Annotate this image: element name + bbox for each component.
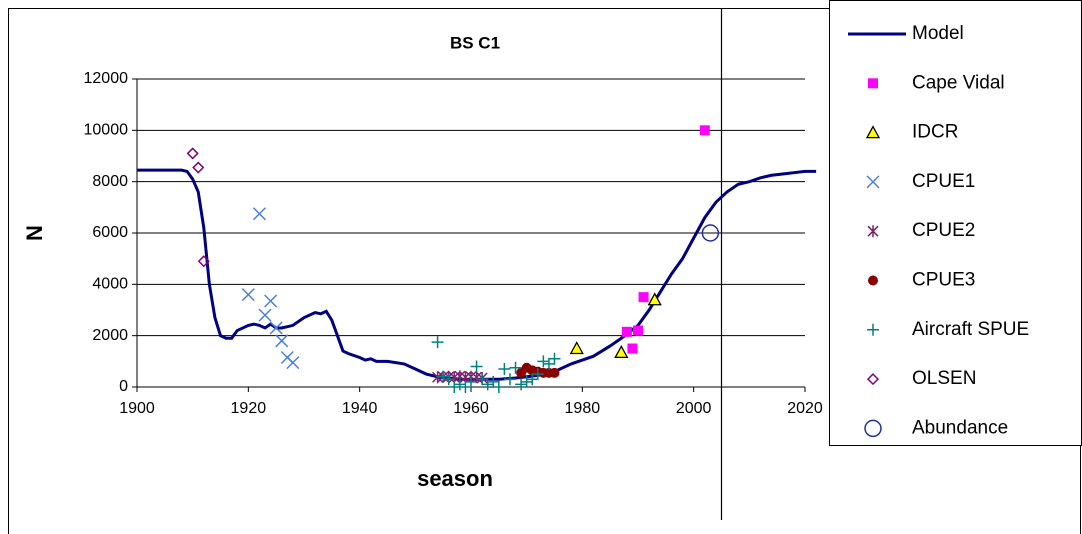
marker-triangle (647, 292, 662, 306)
y-tick-label: 6000 (92, 224, 128, 241)
marker-square (621, 326, 632, 337)
marker-plus (526, 373, 539, 386)
marker-plus (442, 373, 455, 386)
y-tick-label: 12000 (84, 70, 129, 87)
marker-plus (431, 336, 444, 349)
marker-plus (470, 360, 483, 373)
marker-plus (459, 381, 472, 393)
y-tick-label: 10000 (84, 122, 129, 139)
marker-dot (868, 275, 878, 286)
x-tick-label: 1960 (453, 400, 489, 417)
legend-label: CPUE1 (912, 171, 975, 192)
x-tick-label: 1900 (119, 400, 155, 417)
marker-square (638, 292, 649, 303)
legend-label: Model (912, 23, 964, 44)
marker-plus (487, 375, 500, 388)
legend-label: Cape Vidal (912, 72, 1005, 93)
y-tick-label: 8000 (92, 173, 128, 190)
marker-plus (548, 352, 561, 365)
chart-title: BS C1 (450, 33, 500, 52)
marker-square (868, 78, 878, 89)
marker-star (867, 225, 879, 238)
marker-diamond (197, 255, 210, 268)
marker-diamond (186, 147, 199, 160)
marker-triangle (614, 344, 629, 358)
x-tick-label: 1980 (565, 400, 601, 417)
marker-plus (492, 381, 505, 393)
marker-plus (542, 357, 555, 370)
marker-circle (864, 419, 882, 438)
marker-plus (498, 363, 511, 376)
marker-plus (867, 323, 879, 336)
marker-diamond (192, 161, 205, 174)
x-tick-label: 2000 (676, 400, 712, 417)
model-line (137, 168, 817, 381)
marker-square (633, 325, 643, 336)
marker-plus (448, 381, 461, 393)
x-tick-label: 1920 (231, 400, 267, 417)
marker-x (258, 308, 272, 322)
legend-label: CPUE3 (912, 270, 975, 291)
legend-label: IDCR (912, 122, 958, 143)
marker-plus (437, 370, 450, 383)
y-axis-label: N (22, 225, 47, 241)
marker-plus (537, 355, 550, 368)
y-tick-label: 4000 (92, 276, 128, 293)
legend-box (829, 0, 1082, 446)
marker-x (252, 207, 266, 221)
marker-square (627, 343, 638, 354)
marker-triangle (569, 341, 584, 355)
marker-x (286, 356, 300, 370)
marker-plus (515, 378, 528, 391)
marker-x (866, 175, 880, 189)
marker-x (269, 321, 283, 335)
marker-triangle (865, 125, 881, 139)
marker-diamond (866, 373, 880, 386)
legend-label: CPUE2 (912, 220, 975, 241)
marker-x (241, 288, 255, 302)
marker-x (275, 334, 289, 348)
legend-label: OLSEN (912, 368, 976, 389)
x-axis-label: season (417, 466, 493, 491)
legend-label: Abundance (912, 417, 1008, 438)
marker-plus (465, 375, 477, 388)
marker-plus (531, 368, 544, 381)
marker-plus (520, 375, 533, 388)
legend-label: Aircraft SPUE (912, 319, 1029, 340)
marker-plus (503, 373, 516, 386)
y-tick-label: 0 (119, 378, 128, 395)
marker-plus (453, 378, 466, 391)
marker-dot (549, 367, 560, 378)
marker-plus (509, 361, 522, 374)
y-tick-label: 2000 (92, 327, 128, 344)
marker-plus (481, 378, 494, 391)
x-tick-label: 1940 (342, 400, 378, 417)
marker-square (699, 125, 710, 136)
marker-x (264, 294, 278, 308)
marker-plus (476, 373, 489, 386)
x-tick-label: 2020 (787, 400, 823, 417)
marker-circle (701, 224, 720, 242)
